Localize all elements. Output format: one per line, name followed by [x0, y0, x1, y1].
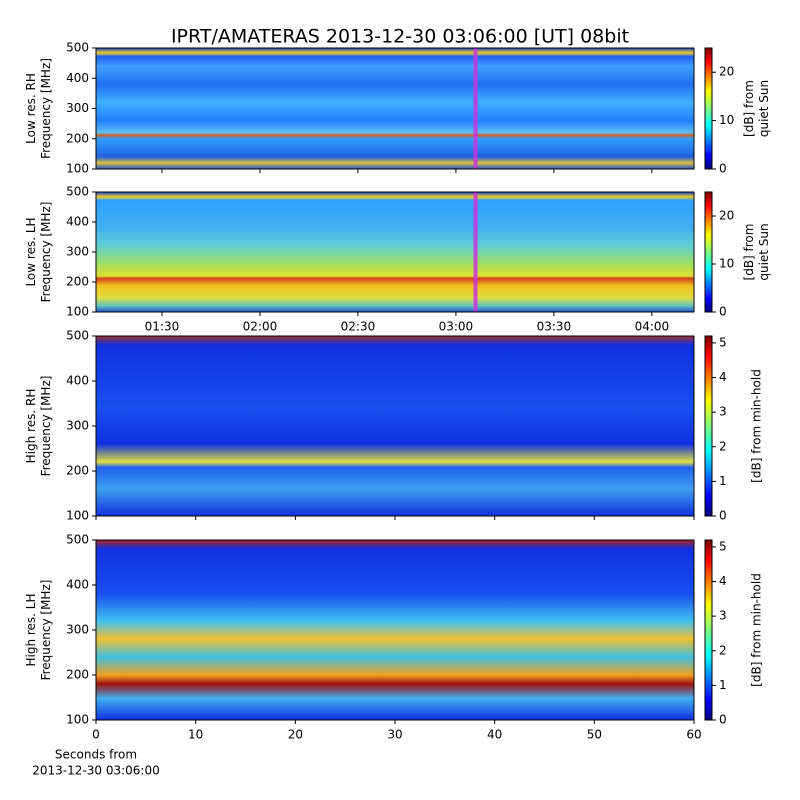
- colorbar-tick-label: 0: [719, 509, 727, 523]
- colorbar-label: [dB] from min-hold: [750, 573, 764, 687]
- spectrogram: [96, 48, 694, 169]
- y-tick-label: 500: [66, 41, 89, 55]
- colorbar-tick-label: 20: [719, 209, 734, 223]
- y-tick-label: 300: [66, 419, 89, 433]
- x-axis-label: Seconds from: [55, 748, 137, 762]
- colorbar-label: [dB] from: [742, 80, 756, 137]
- colorbar-label: [dB] from: [742, 224, 756, 281]
- colorbar-tick-label: 3: [719, 405, 727, 419]
- y-axis-label: High res. LH: [24, 593, 38, 666]
- y-tick-label: 500: [66, 185, 89, 199]
- x-axis-label: 2013-12-30 03:06:00: [32, 764, 159, 778]
- colorbar-tick-label: 20: [719, 65, 734, 79]
- colorbar-tick-label: 5: [719, 335, 727, 349]
- y-tick-label: 300: [66, 623, 89, 637]
- spectrogram: [96, 192, 694, 312]
- colorbar-tick-label: 2: [719, 439, 727, 453]
- colorbar-tick-label: 1: [719, 474, 727, 488]
- x-tick-label: 50: [587, 728, 602, 742]
- colorbar-label: [dB] from min-hold: [750, 369, 764, 483]
- x-tick-label: 02:00: [243, 320, 278, 334]
- colorbar: [704, 335, 713, 517]
- x-tick-label: 0: [92, 728, 100, 742]
- colorbar-tick-label: 0: [719, 713, 727, 727]
- y-tick-label: 400: [66, 215, 89, 229]
- x-tick-label: 03:30: [537, 320, 572, 334]
- colorbar-tick-label: 0: [719, 305, 727, 319]
- y-tick-label: 400: [66, 71, 89, 85]
- colorbar-tick-label: 10: [719, 113, 734, 127]
- x-tick-label: 04:00: [635, 320, 670, 334]
- y-axis-label: High res. RH: [24, 389, 38, 464]
- colorbar-tick-label: 4: [719, 370, 727, 384]
- y-tick-label: 300: [66, 245, 89, 259]
- colorbar-tick-label: 10: [719, 257, 734, 271]
- colorbar-tick-label: 5: [719, 539, 727, 553]
- y-tick-label: 200: [66, 275, 89, 289]
- y-tick-label: 400: [66, 374, 89, 388]
- colorbar: [704, 539, 713, 721]
- x-tick-label: 02:30: [341, 320, 376, 334]
- colorbar-tick-label: 2: [719, 643, 727, 657]
- y-tick-label: 100: [66, 305, 89, 319]
- colorbar: [704, 191, 713, 313]
- y-tick-label: 300: [66, 101, 89, 115]
- y-tick-label: 100: [66, 162, 89, 176]
- y-axis-label: Frequency [MHz]: [39, 580, 53, 681]
- x-tick-label: 30: [387, 728, 402, 742]
- colorbar: [704, 47, 713, 170]
- y-tick-label: 100: [66, 509, 89, 523]
- y-axis-label: Low res. RH: [24, 73, 38, 144]
- spectrogram: [96, 336, 694, 516]
- spectrogram: [96, 540, 694, 720]
- y-axis-label: Frequency [MHz]: [39, 202, 53, 303]
- y-axis-label: Low res. LH: [24, 217, 38, 286]
- y-tick-label: 200: [66, 131, 89, 145]
- y-axis-label: Frequency [MHz]: [39, 376, 53, 477]
- y-tick-label: 200: [66, 464, 89, 478]
- x-tick-label: 40: [487, 728, 502, 742]
- y-tick-label: 100: [66, 713, 89, 727]
- colorbar-tick-label: 4: [719, 574, 727, 588]
- y-tick-label: 200: [66, 668, 89, 682]
- colorbar-label: quiet Sun: [757, 80, 771, 137]
- colorbar-tick-label: 1: [719, 678, 727, 692]
- y-tick-label: 400: [66, 578, 89, 592]
- y-tick-label: 500: [66, 533, 89, 547]
- x-tick-label: 20: [288, 728, 303, 742]
- colorbar-label: quiet Sun: [757, 223, 771, 280]
- y-tick-label: 500: [66, 329, 89, 343]
- x-tick-label: 10: [188, 728, 203, 742]
- chart-title: IPRT/AMATERAS 2013-12-30 03:06:00 [UT] 0…: [171, 26, 629, 48]
- colorbar-tick-label: 0: [719, 162, 727, 176]
- x-tick-label: 01:30: [145, 320, 180, 334]
- x-tick-label: 03:00: [439, 320, 474, 334]
- y-axis-label: Frequency [MHz]: [39, 58, 53, 159]
- colorbar-tick-label: 3: [719, 609, 727, 623]
- x-tick-label: 60: [686, 728, 701, 742]
